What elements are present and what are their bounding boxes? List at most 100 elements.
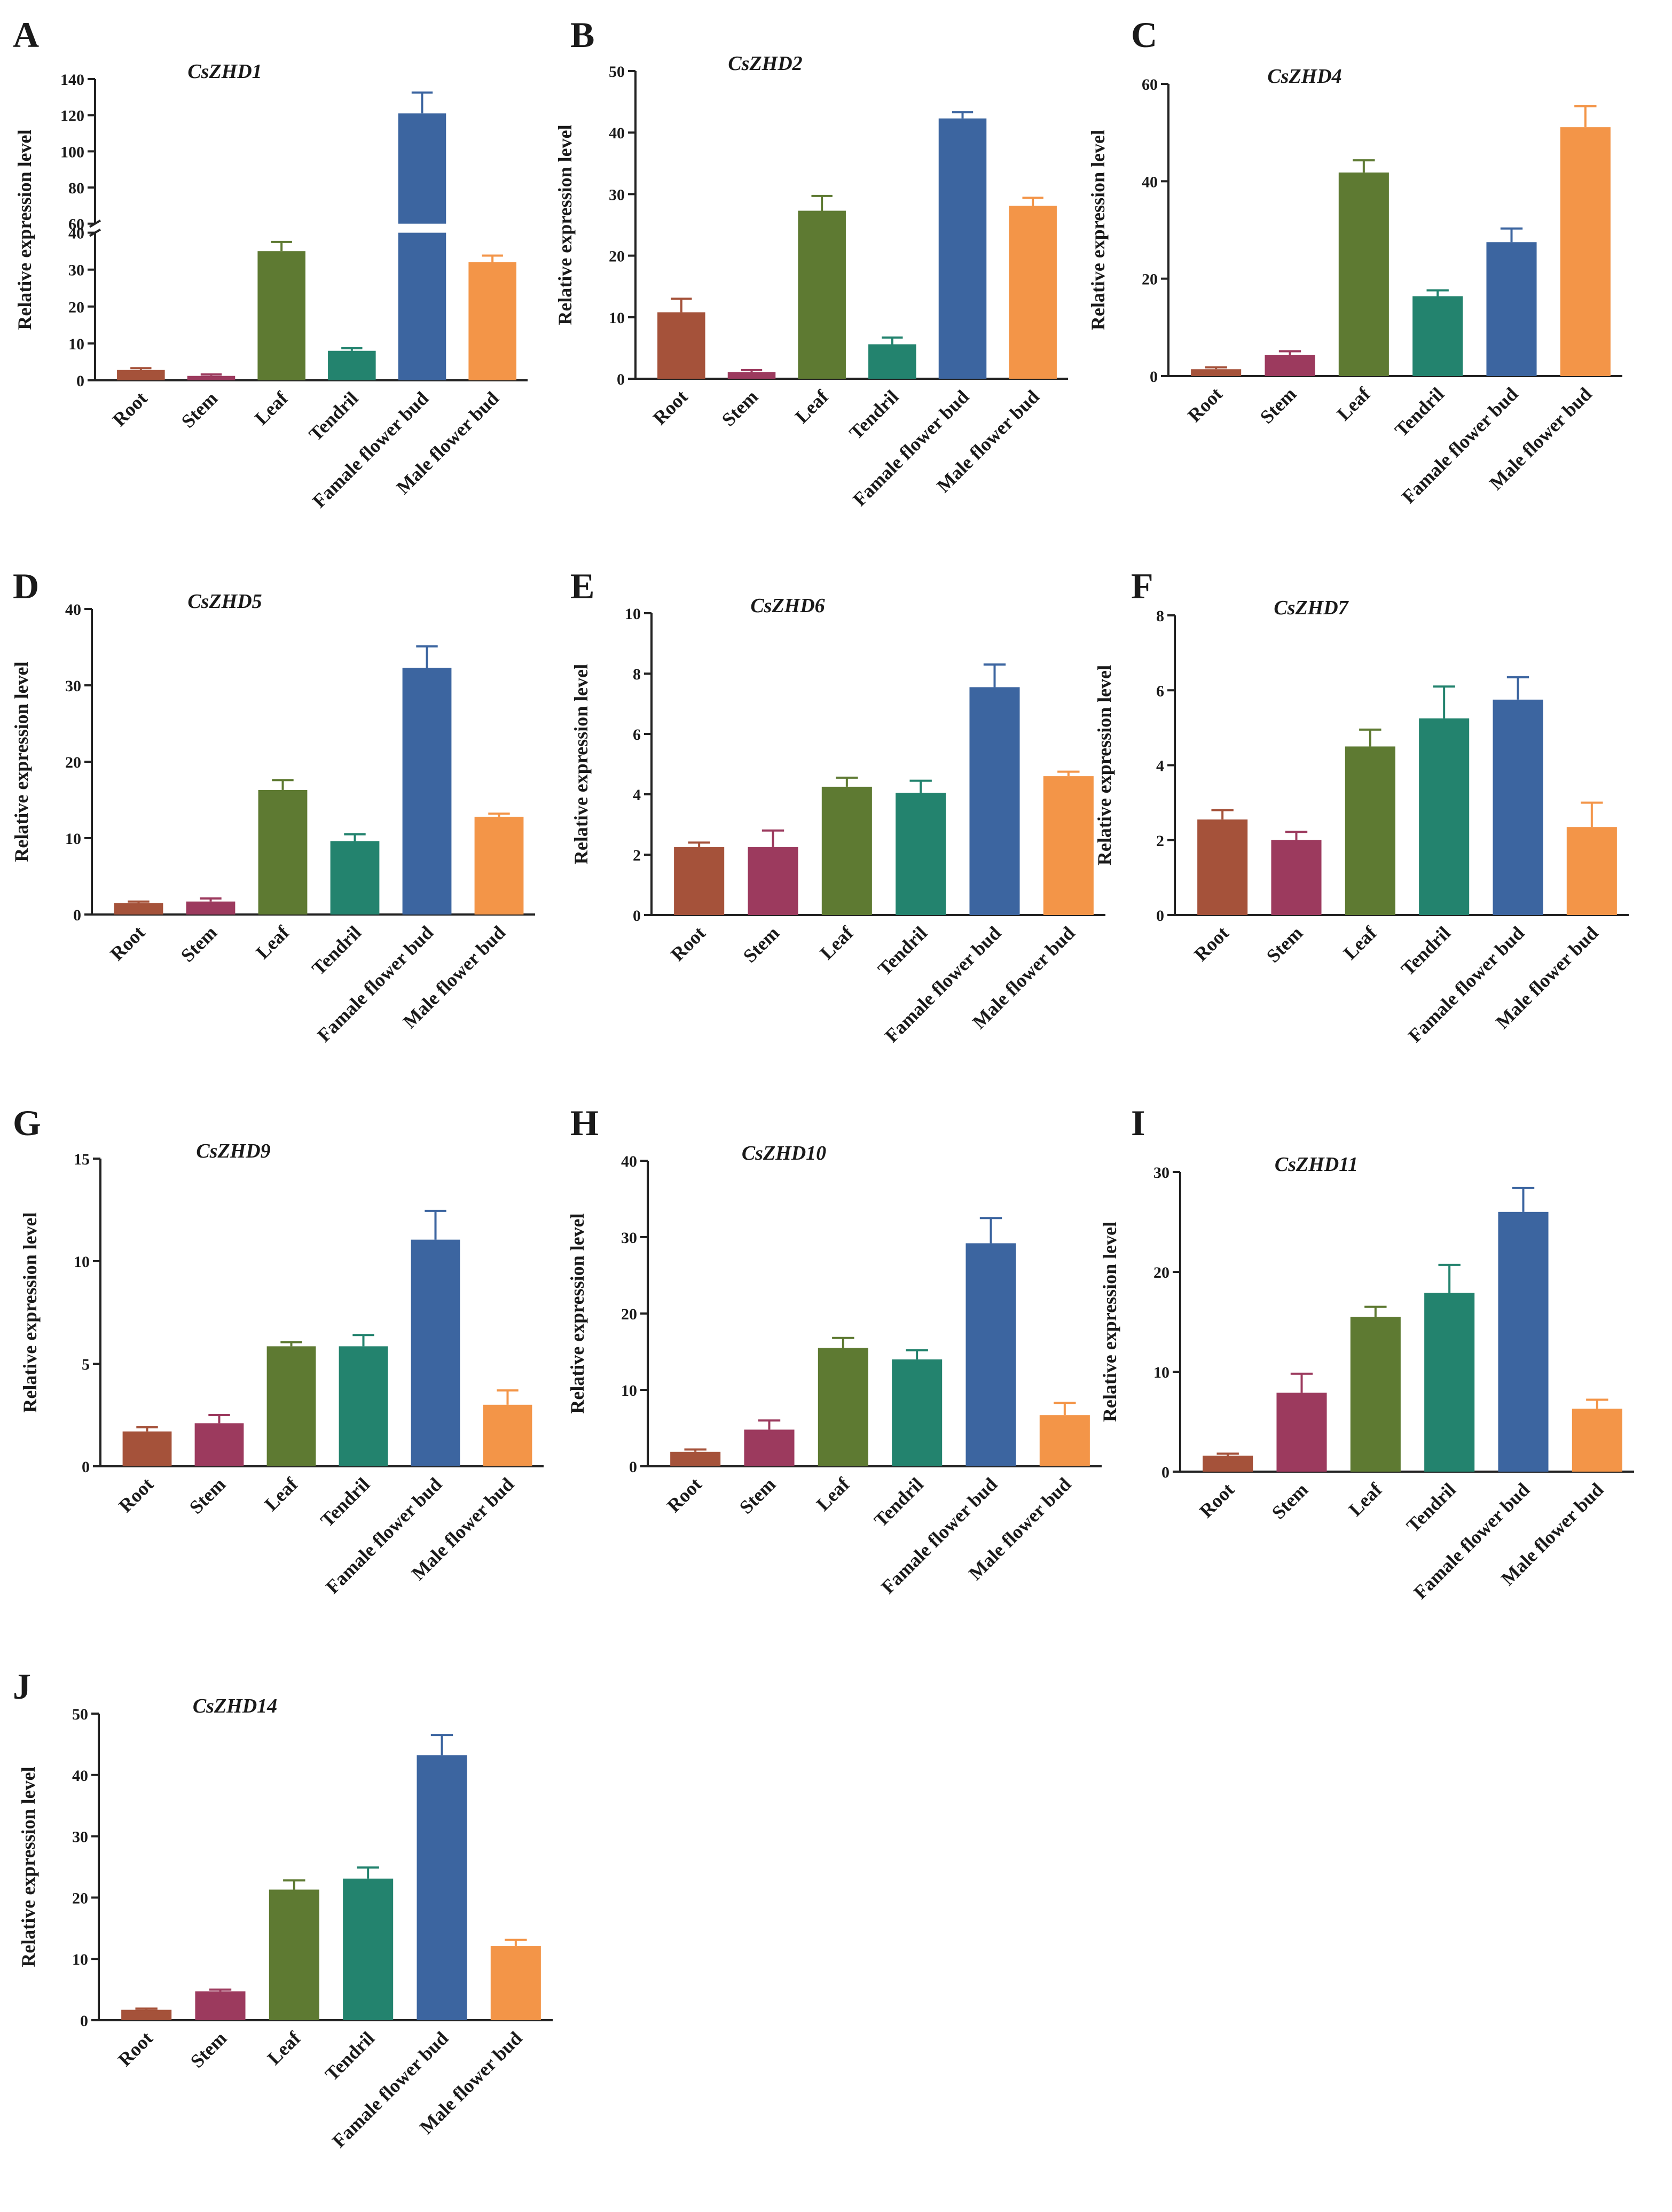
y-axis-label: Relative expression level	[1094, 665, 1115, 865]
y-tick-label: 50	[72, 1706, 88, 1723]
bar-famale-flower-bud	[402, 668, 452, 914]
bar-male-flower-bud	[468, 262, 516, 380]
y-axis-label: Relative expression level	[567, 1213, 588, 1413]
error-bar-stem	[200, 897, 222, 902]
error-bar-root	[1216, 1452, 1239, 1456]
y-tick-label: 8	[633, 666, 641, 683]
error-bar-famale-flower-bud	[1500, 227, 1523, 243]
x-tick-label: Stem	[735, 1473, 780, 1518]
y-axis-label: Relative expression level	[570, 664, 592, 864]
bar-famale-flower-bud	[1486, 242, 1537, 376]
error-bar-leaf	[836, 776, 858, 787]
x-tick-label: Leaf	[1345, 1479, 1386, 1520]
error-bar-stem	[200, 373, 222, 376]
bar-tendril	[1424, 1293, 1475, 1472]
y-tick-label: 30	[68, 262, 84, 279]
x-tick-label: Famale flower bud	[849, 386, 973, 510]
y-axis-label: Relative expression level	[14, 129, 35, 330]
chart-panel-j: J CsZHD14 Relative expression level 0 10 20 30…	[13, 1666, 553, 2152]
error-bar-leaf	[832, 1336, 854, 1348]
bar-root	[1197, 819, 1248, 915]
chart-panel-i: I CsZHD11 Relative expression level 0 10 20 30…	[1099, 1103, 1634, 1603]
y-tick-label: 10	[621, 1382, 637, 1400]
y-tick-label: 0	[629, 1458, 637, 1476]
bar-stem	[727, 372, 776, 379]
error-bar-tendril	[357, 1866, 379, 1879]
x-tick-label: Tendril	[1391, 383, 1448, 441]
error-bar-tendril	[909, 779, 932, 793]
bar-male-flower-bud	[1572, 1409, 1622, 1472]
y-tick-label: 20	[621, 1306, 637, 1323]
error-bar-root	[684, 1448, 707, 1452]
x-tick-label: Tendril	[1397, 922, 1455, 980]
y-axis-label: Relative expression level	[1099, 1222, 1120, 1422]
y-tick-label: 0	[1156, 907, 1164, 925]
bar-famale-flower-bud	[1493, 699, 1543, 915]
error-bar-root	[135, 2007, 158, 2010]
y-tick-label: 2	[633, 847, 641, 864]
bar-leaf	[257, 251, 305, 380]
error-bar-famale-flower-bud	[1506, 676, 1529, 700]
y-tick-label: 0	[80, 2012, 88, 2030]
x-tick-label: Leaf	[816, 922, 858, 964]
error-bar-male-flower-bud	[497, 1389, 519, 1405]
error-bar-famale-flower-bud	[979, 1217, 1002, 1244]
error-bar-famale-flower-bud	[1512, 1186, 1535, 1212]
error-bar-tendril	[344, 833, 366, 841]
bar-leaf	[1345, 746, 1395, 915]
x-tick-label: Tendril	[308, 921, 365, 979]
error-bar-leaf	[280, 1341, 302, 1347]
error-bar-stem	[1278, 350, 1301, 355]
y-tick-label: 40	[72, 1767, 88, 1785]
y-axis-label: Relative expression level	[19, 1212, 41, 1412]
panel-letter: D	[13, 566, 39, 606]
y-tick-label: 0	[73, 906, 81, 924]
error-bar-male-flower-bud	[1057, 770, 1080, 777]
error-bar-male-flower-bud	[1574, 105, 1597, 128]
y-tick-label: 6	[633, 726, 641, 744]
chart-panel-a: A CsZHD1 Relative expression level 0 10 20 30 4…	[13, 14, 528, 512]
y-tick-label: 20	[65, 754, 81, 771]
error-bar-leaf	[1353, 159, 1375, 173]
error-bar-root	[1205, 366, 1227, 370]
bar-tendril	[892, 1359, 943, 1466]
bar-male-flower-bud	[1043, 776, 1094, 915]
bar-famale-flower-bud	[411, 1239, 460, 1466]
error-bar-male-flower-bud	[1054, 1402, 1076, 1416]
error-bar-famale-flower-bud	[952, 111, 974, 119]
bar-famale-flower-bud	[398, 113, 446, 224]
bar-stem	[748, 847, 798, 915]
bar-famale-flower-bud	[417, 1755, 467, 2020]
bar-male-flower-bud	[1566, 827, 1617, 915]
y-tick-label: 10	[609, 309, 625, 327]
bar-tendril	[1412, 296, 1463, 376]
x-tick-label: Root	[1190, 922, 1233, 965]
y-tick-label: 0	[76, 372, 84, 390]
x-tick-label: Leaf	[1333, 383, 1375, 425]
x-tick-label: Leaf	[252, 921, 293, 963]
error-bar-leaf	[283, 1879, 305, 1890]
x-tick-label: Root	[106, 921, 150, 965]
error-bar-famale-flower-bud	[411, 91, 433, 114]
error-bar-tendril	[882, 336, 903, 345]
chart-panel-g: G CsZHD9 Relative expression level 0 5 10 15 Ro…	[13, 1103, 544, 1598]
y-tick-label: 10	[68, 335, 84, 353]
y-tick-label: 10	[72, 1951, 88, 1968]
error-bar-root	[136, 1426, 158, 1432]
chart-title: CsZHD4	[1267, 65, 1341, 88]
bar-male-flower-bud	[474, 816, 524, 914]
y-tick-label: 2	[1156, 832, 1164, 850]
error-bar-male-flower-bud	[482, 254, 503, 262]
x-tick-label: Tendril	[305, 387, 363, 445]
bar-stem	[1265, 355, 1315, 376]
chart-panel-h: H CsZHD10 Relative expression level 0 10 20 30…	[567, 1103, 1102, 1598]
error-bar-root	[1211, 809, 1234, 820]
bar-tendril	[868, 344, 916, 379]
y-tick-label: 60	[68, 216, 84, 233]
x-tick-label: Leaf	[263, 2027, 305, 2069]
y-tick-label: 6	[1156, 682, 1164, 700]
bar-male-flower-bud	[1560, 127, 1611, 376]
x-tick-label: Stem	[1256, 383, 1300, 427]
error-bar-male-flower-bud	[1586, 1398, 1608, 1409]
bar-stem	[1276, 1393, 1327, 1472]
